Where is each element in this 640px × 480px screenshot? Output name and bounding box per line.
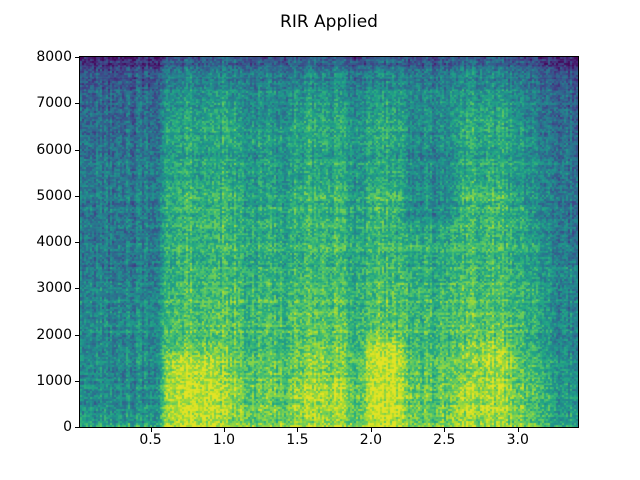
y-tick-mark bbox=[75, 149, 79, 151]
y-tick-label: 8000 bbox=[36, 49, 72, 65]
y-tick-mark bbox=[75, 103, 79, 105]
x-tick-mark bbox=[444, 428, 446, 432]
x-tick-mark bbox=[150, 428, 152, 432]
x-tick-mark bbox=[517, 428, 519, 432]
x-tick-label: 1.5 bbox=[286, 432, 309, 448]
y-tick-label: 0 bbox=[63, 419, 72, 435]
y-tick-mark bbox=[75, 57, 79, 58]
y-tick-mark bbox=[75, 195, 79, 197]
chart-title: RIR Applied bbox=[280, 12, 378, 32]
y-tick-mark bbox=[75, 288, 79, 290]
y-tick-mark bbox=[75, 380, 79, 382]
y-tick-label: 1000 bbox=[36, 372, 72, 389]
x-tick-label: 2.0 bbox=[359, 432, 382, 448]
y-tick-mark bbox=[75, 427, 79, 428]
x-tick-label: 3.0 bbox=[506, 432, 529, 448]
y-tick-mark bbox=[75, 334, 79, 336]
y-tick-label: 3000 bbox=[36, 280, 72, 297]
spectrogram-image bbox=[80, 57, 578, 427]
x-tick-label: 0.5 bbox=[139, 432, 162, 448]
y-tick-label: 5000 bbox=[36, 187, 72, 204]
y-tick-mark bbox=[75, 242, 79, 243]
x-tick-mark bbox=[370, 428, 372, 432]
y-tick-label: 6000 bbox=[36, 141, 72, 158]
x-tick-label: 1.0 bbox=[212, 432, 236, 448]
x-tick-mark bbox=[223, 428, 225, 432]
x-tick-label: 2.5 bbox=[433, 432, 456, 448]
y-tick-label: 2000 bbox=[36, 326, 72, 343]
y-tick-label: 7000 bbox=[36, 95, 72, 112]
x-tick-mark bbox=[297, 428, 299, 432]
y-tick-label: 4000 bbox=[36, 234, 72, 250]
